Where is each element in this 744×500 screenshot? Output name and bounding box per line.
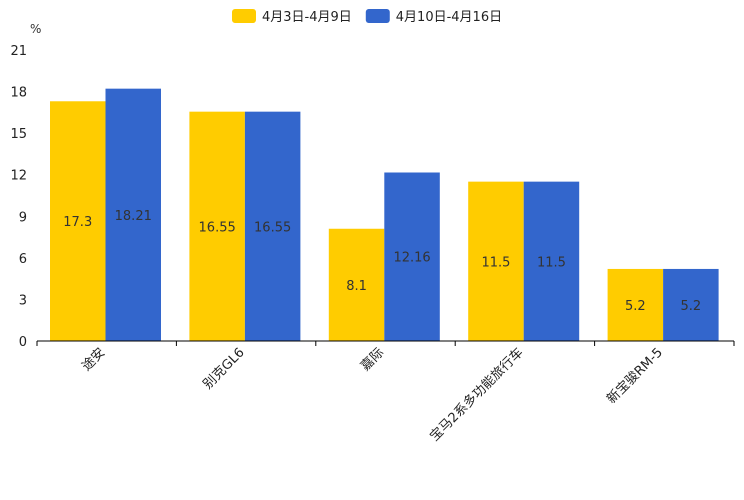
bar <box>607 268 664 341</box>
bar <box>328 228 385 341</box>
data-label: 18.21 <box>115 209 152 224</box>
bar <box>384 172 440 341</box>
bars: 17.3 18.21 16.55 16.55 8.1 12.16 11.5 11.5 5.2 5.… <box>50 88 719 342</box>
bar <box>523 181 580 341</box>
bar <box>189 111 245 342</box>
y-axis-unit: % <box>30 22 41 36</box>
y-tick-label: 6 <box>19 252 27 267</box>
bar <box>50 101 106 342</box>
bar <box>663 268 719 341</box>
bar <box>244 111 301 342</box>
legend-swatch-0 <box>232 9 256 23</box>
legend: 4月3日-4月9日 4月10日-4月16日 <box>232 9 502 25</box>
y-tick-label: 0 <box>19 335 27 350</box>
y-tick-label: 21 <box>10 44 27 59</box>
bar <box>105 88 161 341</box>
x-tick-label: 新宝骏RM-5 <box>604 345 666 407</box>
data-label: 16.55 <box>254 220 291 235</box>
legend-label-1: 4月10日-4月16日 <box>396 10 502 25</box>
x-tick-label: 宝马2系多功能旅行车 <box>427 345 527 445</box>
y-tick-label: 9 <box>19 210 27 225</box>
x-tick-label: 别克GL6 <box>201 345 248 392</box>
data-label: 16.55 <box>199 220 236 235</box>
y-axis: 0 3 6 9 12 15 18 21 <box>10 44 27 350</box>
data-label: 11.5 <box>537 255 566 270</box>
y-tick-label: 12 <box>10 169 27 184</box>
x-tick-label: 途安 <box>79 345 109 375</box>
data-label: 8.1 <box>346 279 367 294</box>
bar <box>468 181 524 341</box>
data-label: 11.5 <box>481 255 510 270</box>
legend-label-0: 4月3日-4月9日 <box>262 10 352 25</box>
data-label: 17.3 <box>63 215 92 230</box>
data-label: 5.2 <box>625 299 646 314</box>
x-axis: 途安 别克GL6 嘉际 宝马2系多功能旅行车 新宝骏RM-5 <box>36 340 735 445</box>
y-tick-label: 18 <box>10 86 27 101</box>
x-tick-label: 嘉际 <box>358 345 387 374</box>
legend-swatch-1 <box>365 9 390 23</box>
data-label: 5.2 <box>681 299 702 314</box>
y-tick-label: 15 <box>10 127 27 142</box>
y-tick-label: 3 <box>19 293 27 308</box>
data-label: 12.16 <box>393 251 430 266</box>
